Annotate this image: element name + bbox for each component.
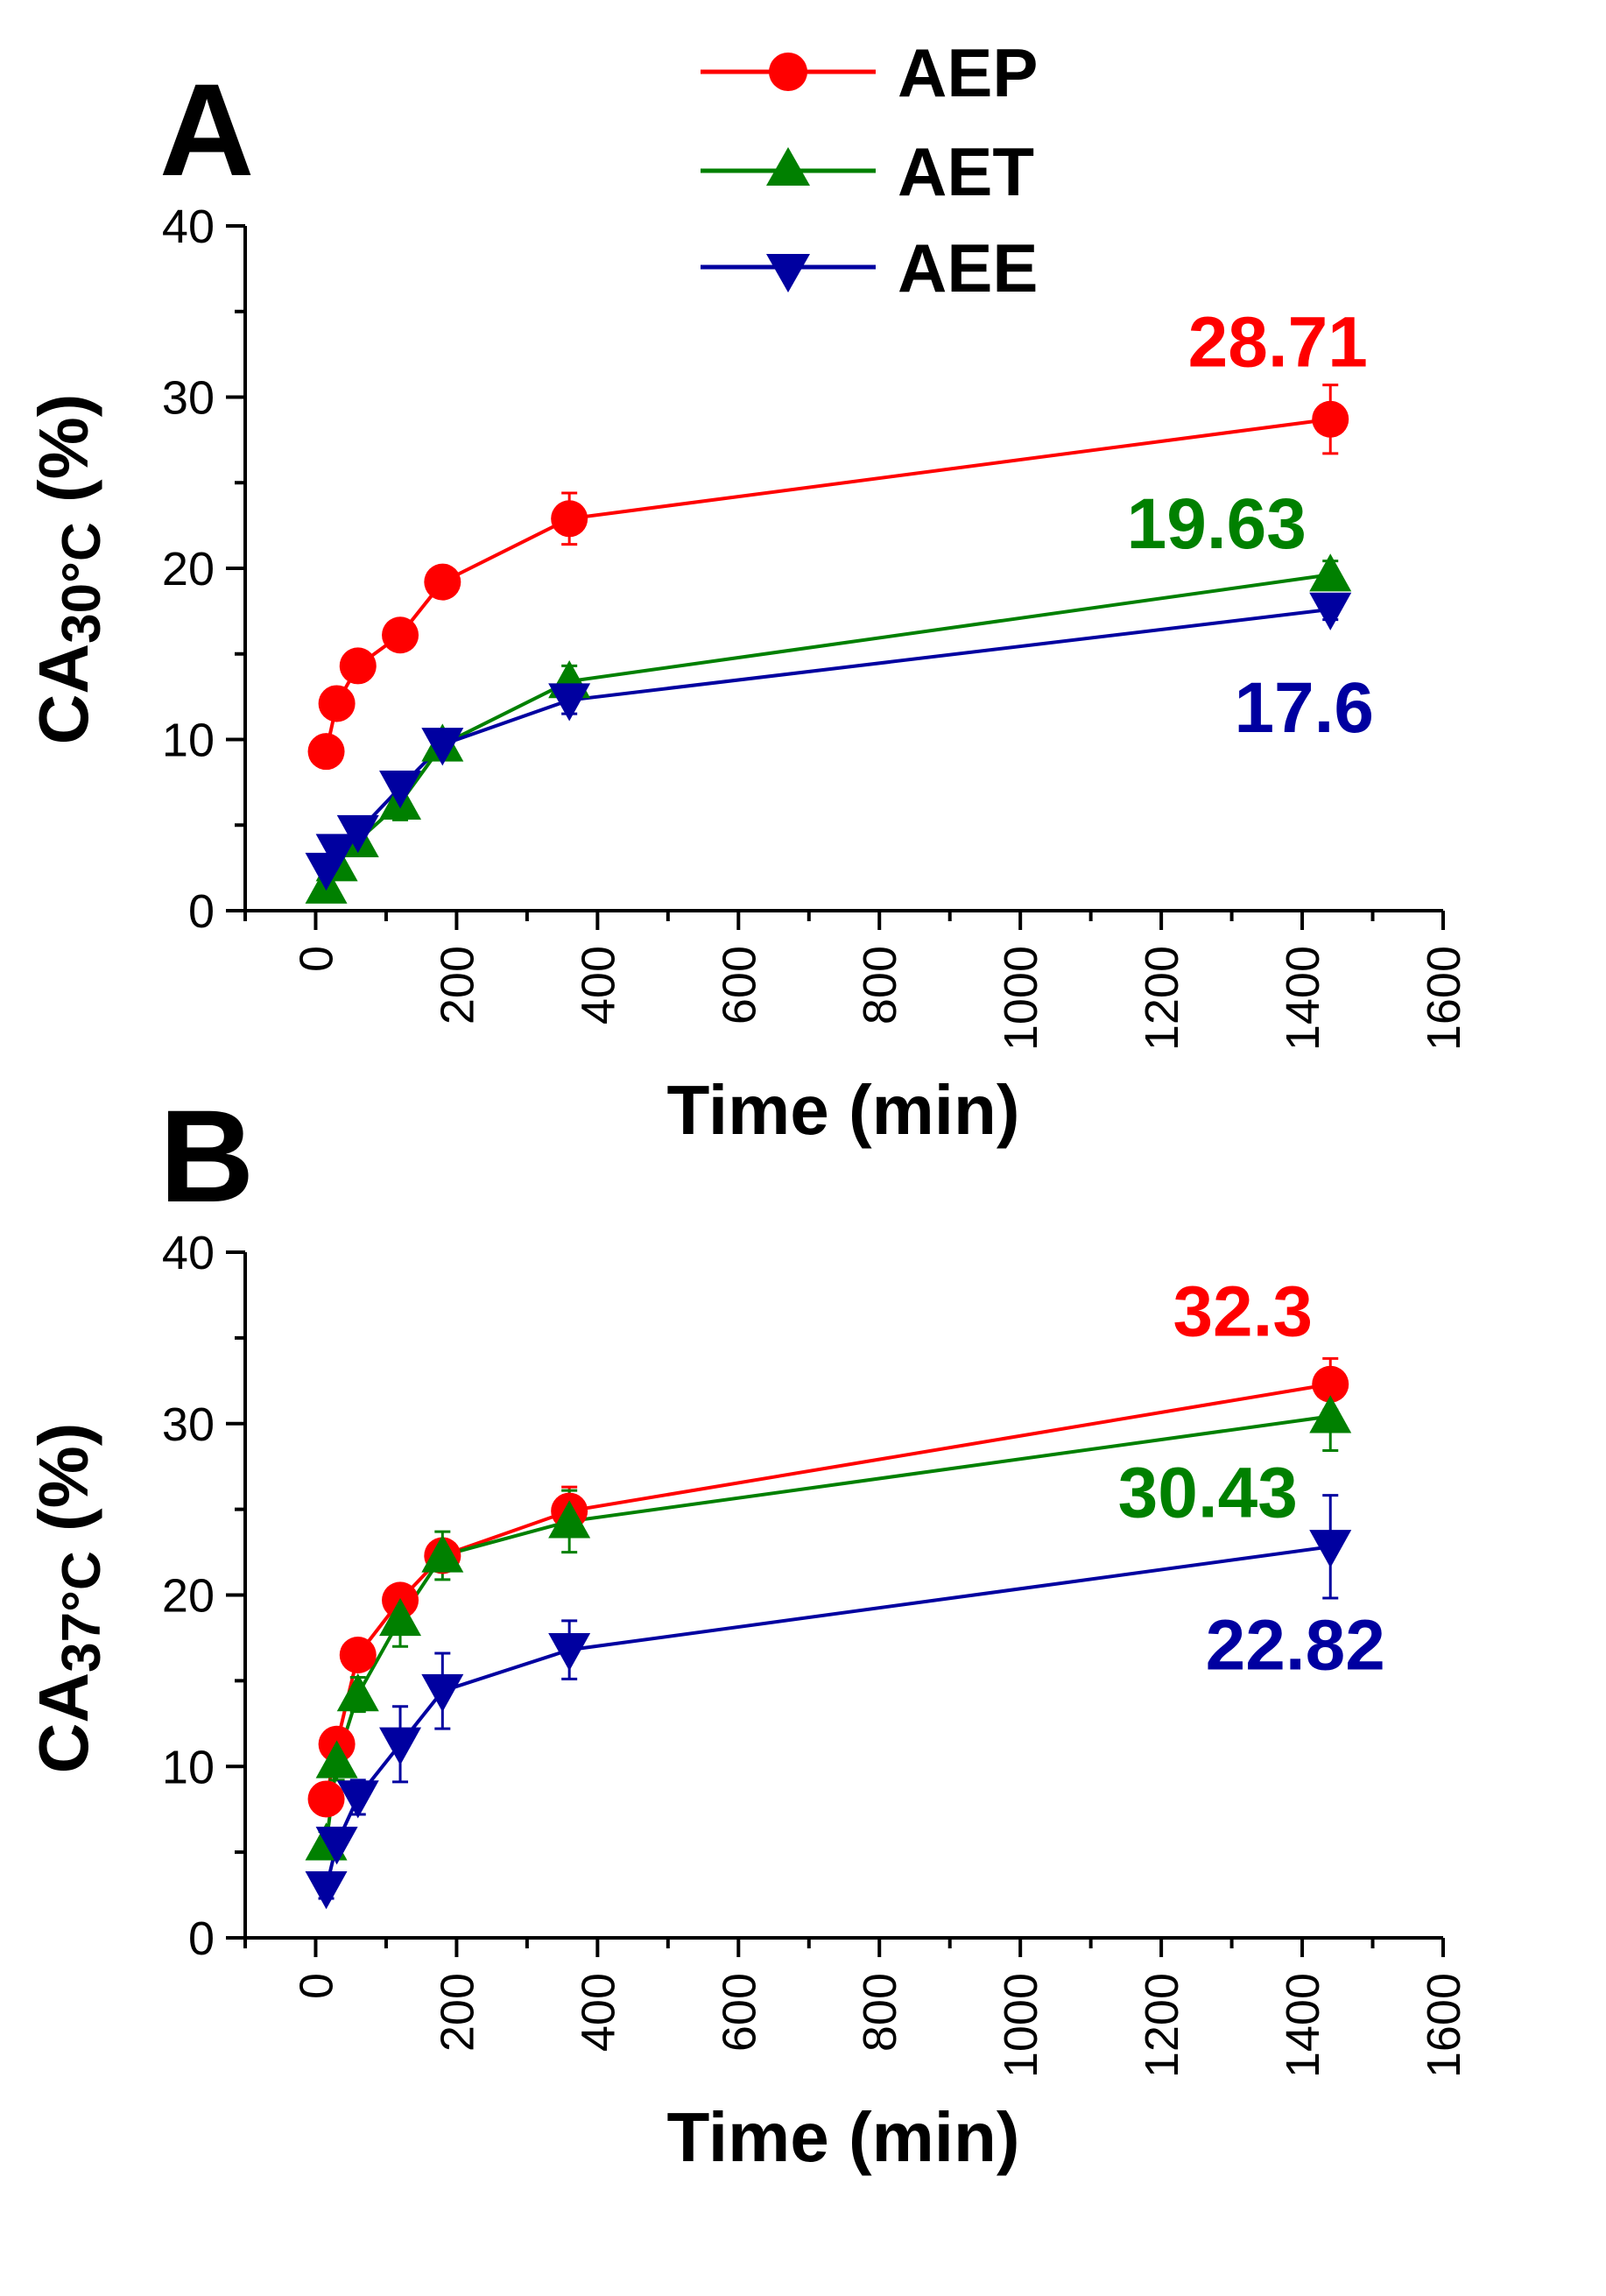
panel-b-aee-point — [305, 1871, 348, 1910]
panel-b-x-tick-label: 400 — [572, 1973, 624, 2052]
panel-a-x-tick-label: 800 — [854, 946, 906, 1025]
panel-b-aep-point — [339, 1637, 377, 1674]
panel-b-aep-point — [1312, 1365, 1349, 1403]
panel-b-y-title-main: CA — [25, 1673, 102, 1774]
panel-b-x-axis-title: Time (min) — [666, 2098, 1019, 2176]
panel-a-y-tick-label: 30 — [162, 372, 215, 425]
panel-a-y-tick-label: 10 — [162, 715, 215, 767]
panel-a-y-tick-label: 40 — [162, 201, 215, 253]
panel-a-aet-point — [1309, 553, 1352, 592]
panel-a-y-title-main: CA — [25, 644, 102, 745]
panel-b-x-tick-label: 0 — [290, 1973, 342, 1999]
panel-a-y-title-sub: 30°C — [52, 522, 112, 644]
panel-b-aet-point — [548, 1500, 591, 1539]
panel-b-x-tick-label: 800 — [854, 1973, 906, 2052]
panel-b-y-tick-label: 10 — [162, 1741, 215, 1793]
panel-a-x-tick-label: 400 — [572, 946, 624, 1025]
panel-a-x-tick-label: 1400 — [1277, 946, 1329, 1051]
legend-entry-aee: AEE — [701, 229, 1038, 306]
legend-marker-aep — [769, 53, 807, 91]
panel-a-y-axis-title: CA30°C (%) — [25, 394, 112, 745]
panel-a-plot: 28.71 19.63 17.6 — [305, 303, 1374, 904]
panel-a-aep-point — [424, 563, 461, 601]
panel-b-x-tick-label: 1400 — [1277, 1973, 1329, 2078]
panel-b-x-tick-label: 200 — [431, 1973, 483, 2052]
panel-a-y-title-tail: (%) — [25, 394, 102, 523]
panel-a-aee-point — [379, 771, 422, 809]
panel-b-x-tick-label: 1600 — [1418, 1973, 1470, 2078]
panel-b-aee-end-label: 22.82 — [1206, 1605, 1385, 1685]
legend-entry-aet: AET — [701, 133, 1034, 210]
panel-b-x-tick-label: 1200 — [1136, 1973, 1188, 2078]
legend-label-aep: AEP — [898, 34, 1038, 111]
panel-b-aet-end-label: 30.43 — [1118, 1453, 1298, 1532]
panel-b-y-axis-title: CA37°C (%) — [25, 1423, 112, 1774]
panel-b-plot: 32.3 30.43 22.82 — [305, 1272, 1385, 1910]
panel-a-aep-point — [382, 616, 419, 654]
legend-label-aee: AEE — [898, 229, 1038, 306]
panel-b-y-tick-label: 40 — [162, 1227, 215, 1279]
panel-a-letter: A — [159, 56, 254, 203]
legend-entry-aep: AEP — [701, 34, 1038, 111]
panel-b-y-title-sub: 37°C — [52, 1551, 112, 1673]
panel-b-x-tick-label: 1000 — [995, 1973, 1047, 2078]
panel-b-aet-point — [421, 1534, 464, 1573]
panel-b-aee-point — [1309, 1530, 1352, 1568]
panel-a-aep-point — [339, 647, 377, 685]
panel-a-x-tick-label: 1600 — [1418, 946, 1470, 1051]
panel-b-y-title-tail: (%) — [25, 1423, 102, 1552]
legend-marker-aee — [766, 254, 810, 292]
panel-a-aee-end-label: 17.6 — [1234, 668, 1374, 748]
panel-a-y-tick-label: 0 — [188, 885, 215, 938]
panel-a-aee-point — [548, 683, 591, 722]
panel-b-aee-point — [379, 1727, 422, 1765]
panel-a-x-tick-label: 600 — [713, 946, 765, 1025]
panel-b-aee-point — [548, 1632, 591, 1672]
panel-b-aep-point — [307, 1780, 345, 1818]
panel-a-y-tick-label: 20 — [162, 543, 215, 595]
legend: AEP AET AEE — [701, 34, 1038, 306]
legend-label-aet: AET — [898, 133, 1034, 210]
panel-a-aep-end-label: 28.71 — [1188, 303, 1368, 383]
panel-a-x-tick-label: 200 — [431, 946, 483, 1025]
panel-b-aep-end-label: 32.3 — [1173, 1272, 1313, 1352]
panel-a-aep-point — [1312, 400, 1349, 438]
panel-a-x-tick-label: 0 — [290, 946, 342, 972]
panel-b-aee-point — [421, 1673, 464, 1713]
panel-a-aee-point — [315, 834, 358, 872]
panel-a-x-tick-label: 1000 — [995, 946, 1047, 1051]
panel-b-letter: B — [159, 1082, 254, 1229]
panel-b-aet-point — [315, 1740, 358, 1778]
panel-a-aet-end-label: 19.63 — [1127, 484, 1307, 564]
panel-a-x-axis-title: Time (min) — [666, 1071, 1019, 1149]
panel-a-aee-point — [421, 728, 464, 766]
panel-b-y-tick-label: 20 — [162, 1570, 215, 1623]
legend-marker-aet — [766, 147, 810, 186]
panel-b-y-tick-label: 0 — [188, 1912, 215, 1965]
panel-b-y-tick-label: 30 — [162, 1398, 215, 1451]
panel-a-aee-point — [1309, 592, 1352, 630]
panel-b-aet-point — [336, 1673, 379, 1712]
panel-a-x-tick-label: 1200 — [1136, 946, 1188, 1051]
panel-b-aet-point — [1309, 1395, 1352, 1433]
panel-b-aet-point — [379, 1597, 422, 1637]
panel-b-aee-point — [315, 1827, 358, 1865]
panel-a-aep-point — [551, 500, 588, 538]
panel-a-aep-point — [307, 733, 345, 771]
panel-b-x-tick-label: 600 — [713, 1973, 765, 2052]
panel-a-aep-point — [318, 685, 356, 722]
panel-b-aee-point — [336, 1780, 379, 1819]
panel-a-aee-point — [336, 814, 379, 854]
